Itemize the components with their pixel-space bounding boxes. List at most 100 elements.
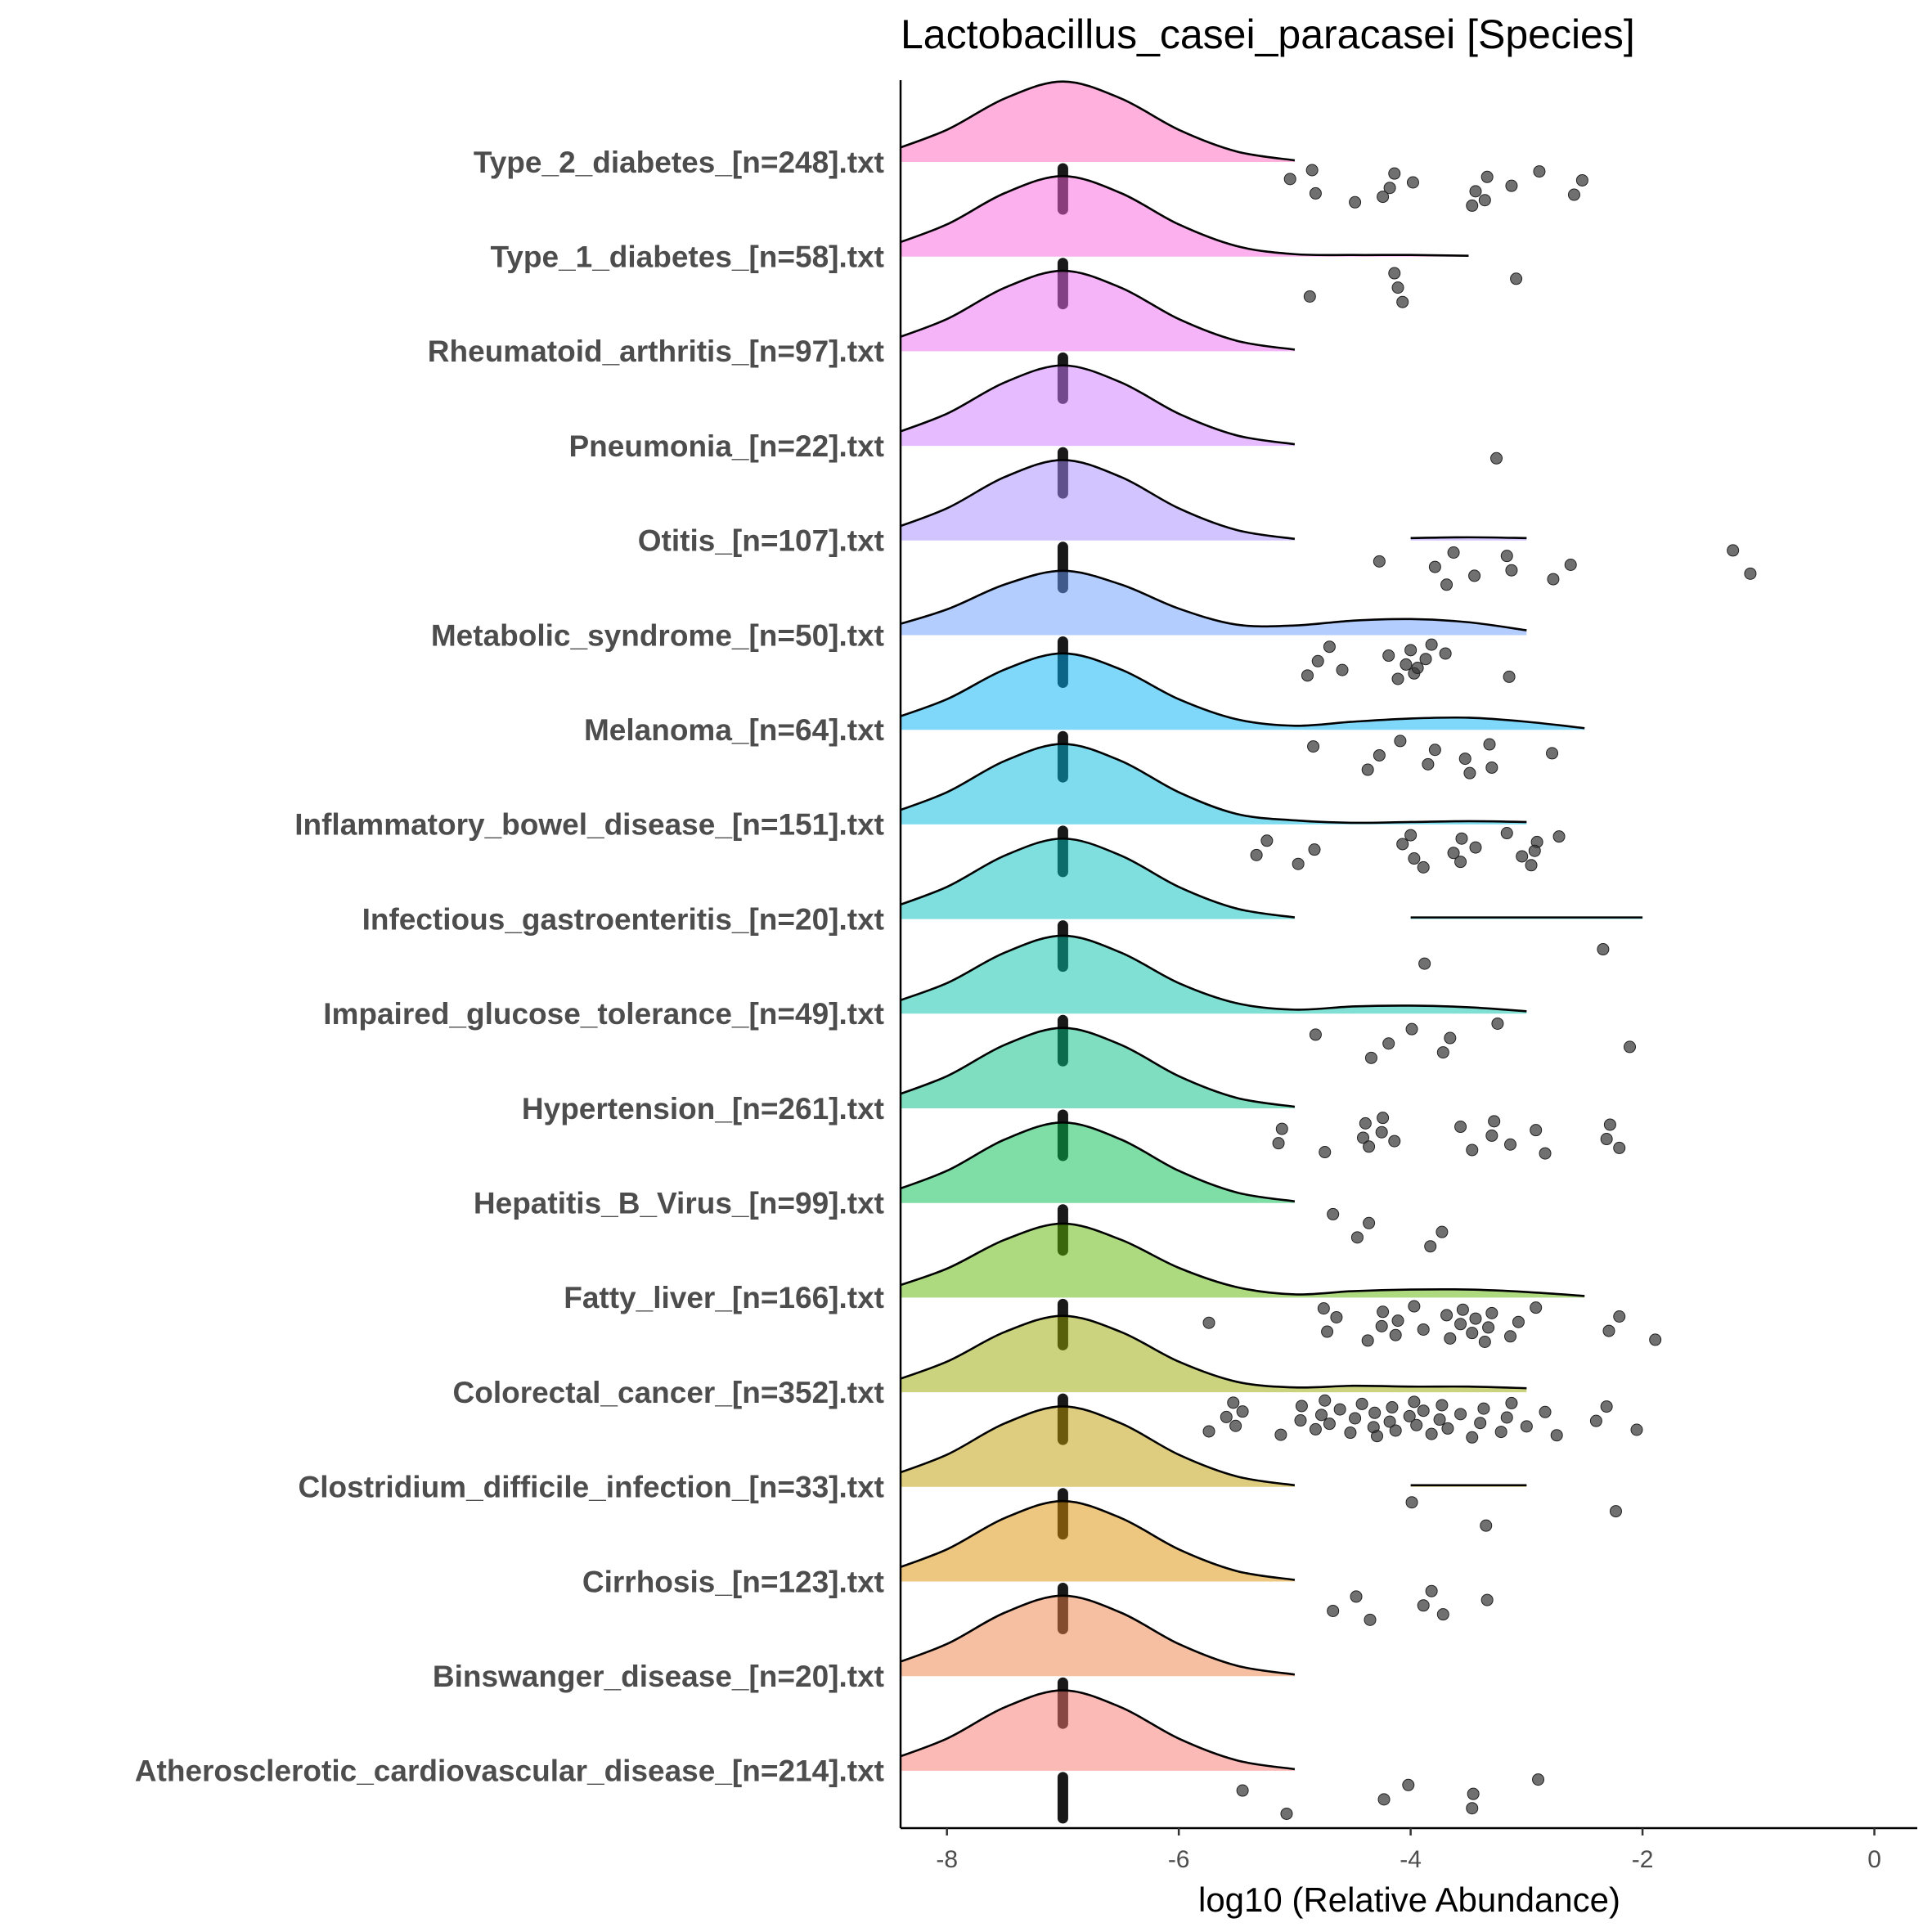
data-point (1532, 1773, 1545, 1786)
data-point (1301, 669, 1314, 682)
data-point (1330, 1310, 1343, 1323)
data-point (1408, 1395, 1421, 1409)
data-point (1546, 747, 1559, 760)
data-point (1317, 1302, 1330, 1315)
data-point (1454, 856, 1467, 869)
data-point (1480, 1519, 1493, 1532)
data-point (1613, 1310, 1626, 1323)
data-point (1500, 827, 1513, 840)
data-point (1441, 1422, 1454, 1435)
data-point (1528, 844, 1541, 857)
data-point (1314, 1409, 1328, 1422)
ridge-line (901, 1314, 1527, 1390)
data-point (1478, 194, 1491, 207)
data-point (1600, 1133, 1613, 1146)
data-point (1406, 176, 1419, 189)
data-point (1295, 1400, 1308, 1413)
data-point (1504, 1138, 1517, 1151)
data-point (1408, 1300, 1421, 1313)
data-point (1466, 1802, 1479, 1815)
data-point (1373, 555, 1386, 568)
ridge-area (901, 570, 1527, 636)
ridge-line (901, 934, 1527, 1013)
category-label: Clostridium_difficile_infection_[n=33].t… (299, 1471, 884, 1504)
data-point (1382, 649, 1395, 663)
data-point (1504, 1330, 1517, 1343)
data-point (1500, 1411, 1513, 1424)
data-point (1377, 1793, 1391, 1806)
data-point (1567, 188, 1580, 201)
data-point (1539, 1405, 1552, 1418)
category-label: Fatty_liver_[n=166].txt (564, 1281, 884, 1314)
data-point (1383, 182, 1396, 195)
data-point (1512, 1315, 1525, 1328)
data-point (1602, 1324, 1615, 1337)
data-point (1404, 829, 1418, 842)
category-label: Metabolic_syndrome_[n=50].txt (431, 618, 884, 652)
data-point (1491, 1017, 1504, 1030)
data-point (1400, 658, 1413, 671)
x-tick-label: -8 (936, 1846, 958, 1873)
data-point (1283, 173, 1296, 186)
data-point (1468, 569, 1481, 582)
data-point (1202, 1316, 1215, 1329)
data-point (1454, 1121, 1467, 1134)
data-point (1490, 452, 1503, 465)
ridge-area (901, 744, 1527, 824)
data-point (1375, 1319, 1388, 1332)
ridge-line (901, 175, 1469, 258)
data-point (1377, 1112, 1390, 1125)
data-point (1466, 1143, 1479, 1157)
data-point (1382, 1037, 1395, 1050)
data-point (1359, 1117, 1372, 1130)
data-point (1408, 852, 1421, 865)
data-point (1440, 1309, 1453, 1322)
data-point (1505, 564, 1518, 577)
data-point (1418, 957, 1431, 970)
data-point (1394, 735, 1407, 748)
data-point (1236, 1405, 1249, 1418)
data-point (1383, 1415, 1396, 1428)
data-point (1419, 653, 1432, 666)
data-point (1363, 1140, 1376, 1153)
ridge-area (901, 176, 1469, 257)
data-point (1564, 559, 1577, 572)
data-point (1292, 857, 1305, 870)
ridge-area (901, 1223, 1585, 1298)
data-point (1361, 1334, 1374, 1347)
category-label: Colorectal_cancer_[n=352].txt (453, 1376, 885, 1409)
data-point (1480, 170, 1494, 183)
data-point (1575, 173, 1588, 186)
data-point (1547, 573, 1560, 586)
data-point (1436, 1046, 1449, 1059)
data-point (1444, 1332, 1457, 1345)
data-point (1250, 848, 1263, 861)
data-point (1274, 1428, 1287, 1441)
data-point (1539, 1147, 1552, 1160)
data-point (1388, 267, 1401, 280)
data-point (1405, 1496, 1418, 1509)
ridge-line (901, 80, 1296, 162)
ridge-line (901, 1222, 1585, 1297)
ridge-line (901, 1027, 1296, 1108)
data-point (1417, 1599, 1430, 1612)
x-axis-label: log10 (Relative Abundance) (1198, 1880, 1620, 1919)
data-point (1433, 1413, 1446, 1427)
data-point (1550, 1429, 1563, 1442)
category-label: Infectious_gastroenteritis_[n=20].txt (362, 902, 884, 936)
data-point (1389, 1328, 1402, 1341)
ridge-line (901, 652, 1585, 730)
x-tick-label: -6 (1168, 1846, 1190, 1873)
category-label: Melanoma_[n=64].txt (584, 713, 884, 747)
data-point (1428, 744, 1441, 757)
data-point (1425, 638, 1438, 651)
data-point (1439, 647, 1452, 660)
data-point (1530, 1124, 1543, 1137)
data-point (1417, 860, 1430, 874)
data-point (1236, 1784, 1249, 1797)
data-point (1503, 670, 1516, 683)
ridge-line (901, 1405, 1296, 1487)
data-point (1466, 1431, 1479, 1444)
data-point (1483, 738, 1496, 751)
